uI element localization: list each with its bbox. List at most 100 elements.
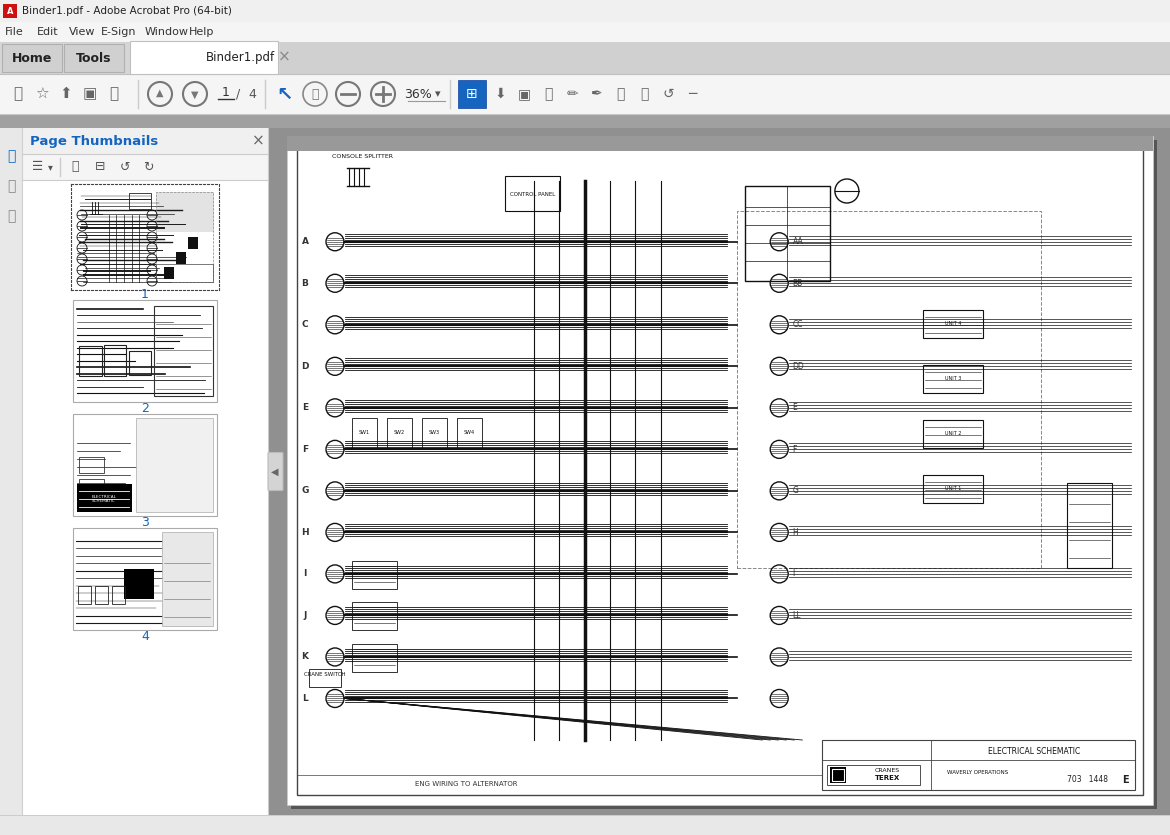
Text: ↖: ↖ — [277, 84, 294, 104]
Text: SW2: SW2 — [393, 430, 405, 435]
Text: H: H — [793, 528, 798, 537]
Text: UNIT 2: UNIT 2 — [945, 432, 962, 437]
Bar — [0, 22, 1170, 42]
Bar — [505, 176, 560, 211]
Bar — [280, 42, 1170, 74]
Text: ☆: ☆ — [35, 87, 49, 102]
Text: 🗑: 🗑 — [71, 160, 78, 174]
Bar — [457, 80, 486, 108]
Bar — [80, 479, 104, 495]
Text: View: View — [69, 27, 96, 37]
Text: /: / — [236, 88, 240, 100]
Text: ×: × — [277, 49, 290, 64]
Bar — [129, 351, 151, 375]
Bar — [387, 418, 412, 448]
Bar — [745, 186, 831, 281]
Bar — [73, 414, 216, 516]
Bar — [923, 420, 983, 448]
Text: 4: 4 — [248, 88, 256, 100]
Bar — [457, 418, 482, 448]
Bar — [0, 74, 1170, 114]
Text: UNIT 4: UNIT 4 — [945, 321, 962, 326]
Text: Home: Home — [12, 52, 53, 64]
Text: ELECTRICAL SCHEMATIC: ELECTRICAL SCHEMATIC — [989, 747, 1081, 757]
Text: A: A — [7, 7, 13, 16]
Text: 💬: 💬 — [544, 87, 552, 101]
Bar — [0, 128, 268, 815]
Text: ▣: ▣ — [83, 87, 97, 102]
Text: ENG WIRING TO ALTERNATOR: ENG WIRING TO ALTERNATOR — [415, 781, 517, 787]
Bar — [826, 765, 921, 785]
Text: E-Sign: E-Sign — [101, 27, 137, 37]
Bar — [74, 529, 216, 629]
Text: 1: 1 — [142, 287, 149, 301]
Text: L: L — [302, 694, 308, 703]
Text: C: C — [302, 321, 309, 329]
Text: WAVERLY OPERATIONS: WAVERLY OPERATIONS — [948, 770, 1009, 775]
Bar — [136, 418, 213, 512]
Text: Help: Help — [190, 27, 214, 37]
Text: Page Thumbnails: Page Thumbnails — [30, 134, 158, 148]
Text: 🗑: 🗑 — [640, 87, 648, 101]
Text: E: E — [793, 403, 798, 412]
Bar — [352, 418, 377, 448]
Bar — [161, 532, 213, 626]
Bar — [0, 42, 1170, 74]
Bar — [22, 154, 268, 180]
Text: ⬜: ⬜ — [13, 87, 22, 102]
Text: Binder1.pdf: Binder1.pdf — [206, 52, 275, 64]
Bar — [176, 252, 186, 264]
Bar — [1067, 483, 1111, 568]
Bar — [291, 140, 1157, 809]
Bar — [74, 415, 216, 515]
Text: E: E — [1122, 775, 1128, 785]
Text: Tools: Tools — [76, 52, 112, 64]
Text: Window: Window — [145, 27, 190, 37]
Text: ▾: ▾ — [435, 89, 441, 99]
Text: SW3: SW3 — [428, 430, 440, 435]
Text: SW1: SW1 — [358, 430, 370, 435]
Text: F: F — [302, 445, 308, 454]
Bar — [923, 365, 983, 393]
Bar — [923, 475, 983, 503]
Text: ⊞: ⊞ — [466, 87, 477, 101]
Bar — [124, 569, 154, 599]
Text: TEREX: TEREX — [875, 775, 900, 781]
Bar — [80, 346, 102, 376]
Text: Binder1.pdf - Adobe Acrobat Pro (64-bit): Binder1.pdf - Adobe Acrobat Pro (64-bit) — [22, 6, 232, 16]
Bar — [0, 815, 1170, 835]
Bar — [297, 146, 1143, 795]
Bar — [104, 345, 126, 376]
Bar — [22, 128, 268, 154]
Text: 2: 2 — [142, 402, 149, 414]
Text: 🔗: 🔗 — [615, 87, 624, 101]
Text: CC: CC — [793, 321, 803, 329]
FancyBboxPatch shape — [268, 453, 283, 490]
Text: BB: BB — [793, 279, 803, 288]
Bar — [112, 586, 125, 604]
Bar — [154, 306, 213, 396]
Bar — [78, 586, 91, 604]
Text: ▼: ▼ — [191, 90, 199, 100]
Bar — [74, 301, 216, 401]
Text: UNIT 1: UNIT 1 — [945, 487, 962, 492]
Text: E: E — [302, 403, 308, 412]
Text: F: F — [793, 445, 797, 454]
Bar — [309, 669, 340, 687]
Bar — [422, 418, 447, 448]
Text: ✏: ✏ — [566, 87, 578, 101]
Text: A: A — [302, 237, 309, 246]
Text: SW4: SW4 — [463, 430, 475, 435]
Bar — [80, 457, 104, 473]
Text: ↻: ↻ — [143, 160, 153, 174]
Text: J: J — [303, 611, 307, 620]
Text: I: I — [303, 569, 307, 579]
Bar — [830, 767, 846, 783]
Text: H: H — [301, 528, 309, 537]
Bar — [821, 740, 1135, 790]
Bar — [832, 769, 844, 781]
Text: K: K — [302, 652, 309, 661]
Bar — [737, 211, 1041, 568]
Bar — [0, 128, 22, 815]
Bar — [156, 264, 213, 282]
